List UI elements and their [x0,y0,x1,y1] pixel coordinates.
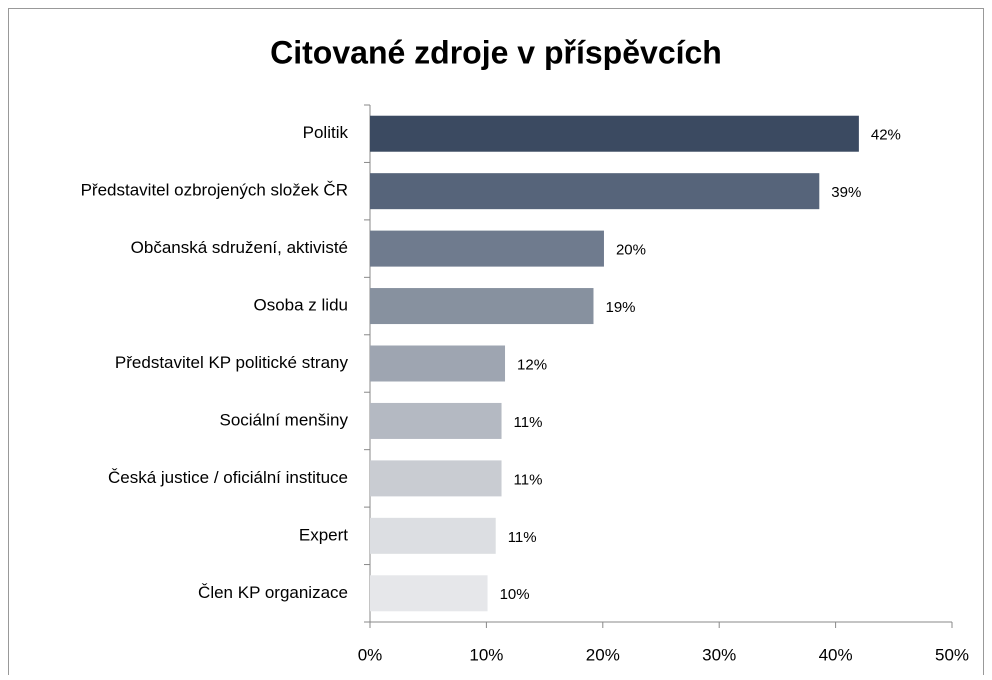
y-tick-label: Občanská sdružení, aktivisté [131,238,348,257]
bar [370,288,594,325]
x-tick-label: 0% [358,645,383,664]
y-tick-label: Osoba z lidu [254,296,349,315]
data-label: 10% [500,586,530,603]
data-label: 11% [514,471,543,488]
data-label: 20% [616,242,646,259]
chart-title: Citované zdroje v příspěvcích [270,34,722,70]
y-tick-label: Člen KP organizace [198,583,348,602]
data-label: 12% [517,356,547,373]
data-label: 11% [508,529,537,546]
bar [370,173,820,210]
y-tick-label: Představitel KP politické strany [115,353,349,372]
x-tick-label: 10% [469,645,503,664]
x-tick-label: 20% [586,645,620,664]
y-tick-label: Expert [299,525,348,544]
bar [370,345,506,382]
bar [370,517,496,554]
bar [370,460,502,497]
x-tick-label: 50% [935,645,969,664]
bar [370,575,488,612]
x-tick-label: 40% [819,645,853,664]
chart-frame [8,8,984,680]
bar [370,115,859,152]
y-tick-label: Představitel ozbrojených složek ČR [81,181,348,200]
y-tick-label: Politik [303,123,349,142]
y-tick-label: Sociální menšiny [219,410,348,429]
data-label: 19% [605,299,635,316]
bar [370,402,502,439]
bar [370,230,604,267]
y-tick-label: Česká justice / oficiální instituce [108,468,348,487]
data-label: 42% [871,127,901,144]
data-label: 39% [831,184,861,201]
x-tick-label: 30% [702,645,736,664]
data-label: 11% [514,414,543,431]
